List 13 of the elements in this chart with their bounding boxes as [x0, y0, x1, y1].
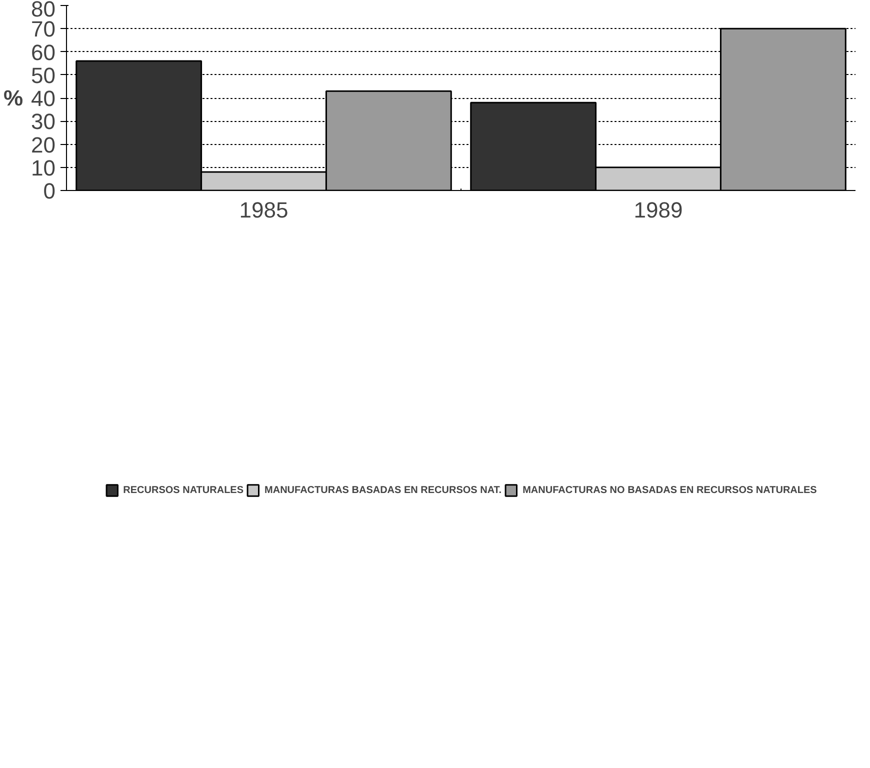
y-tick-label: 50	[31, 62, 56, 88]
x-tick-label: 1985	[239, 198, 288, 222]
legend-label: MANUFACTURAS BASADAS EN RECURSOS NAT.	[264, 484, 502, 496]
y-tick-label: 30	[31, 109, 56, 134]
legend-label: MANUFACTURAS NO BASADAS EN RECURSOS NATURALES	[522, 484, 817, 496]
x-tick-label: 1989	[634, 198, 683, 222]
y-axis-title: %	[3, 86, 24, 110]
y-tick-label: 40	[31, 86, 56, 111]
y-tick-label: 20	[31, 132, 56, 158]
y-tick-label: 0	[43, 178, 56, 204]
y-tick-label: 10	[31, 155, 56, 180]
legend-label: RECURSOS NATURALES	[123, 484, 244, 496]
y-tick-label: 60	[31, 40, 56, 65]
